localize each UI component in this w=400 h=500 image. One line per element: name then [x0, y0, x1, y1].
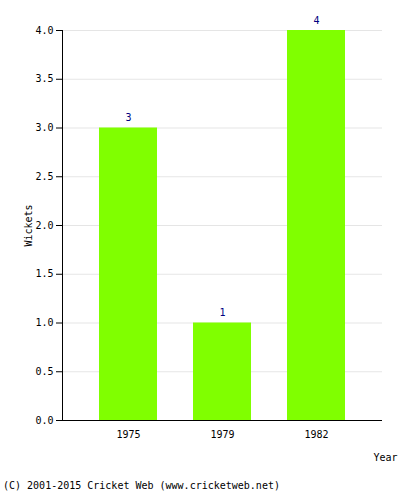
svg-text:4: 4	[313, 15, 319, 26]
svg-text:3.0: 3.0	[35, 122, 53, 133]
svg-text:Year: Year	[373, 452, 397, 463]
svg-text:2.5: 2.5	[35, 171, 53, 182]
svg-text:0.0: 0.0	[35, 415, 53, 426]
html-text:(C) 2001-2015 Cricket Web (www: (C) 2001-2015 Cricket Web (www.cricketwe…	[3, 480, 280, 491]
svg-text:1.0: 1.0	[35, 317, 53, 328]
svg-text:4.0: 4.0	[35, 25, 53, 36]
svg-text:1: 1	[219, 307, 225, 318]
svg-text:1.5: 1.5	[35, 268, 53, 279]
svg-text:Wickets: Wickets	[23, 204, 34, 246]
svg-text:1975: 1975	[116, 429, 140, 440]
svg-text:2.0: 2.0	[35, 220, 53, 231]
svg-text:3.5: 3.5	[35, 73, 53, 84]
svg-text:1982: 1982	[304, 429, 328, 440]
svg-text:1979: 1979	[210, 429, 234, 440]
svg-text:0.5: 0.5	[35, 366, 53, 377]
svg-text:3: 3	[125, 112, 131, 123]
